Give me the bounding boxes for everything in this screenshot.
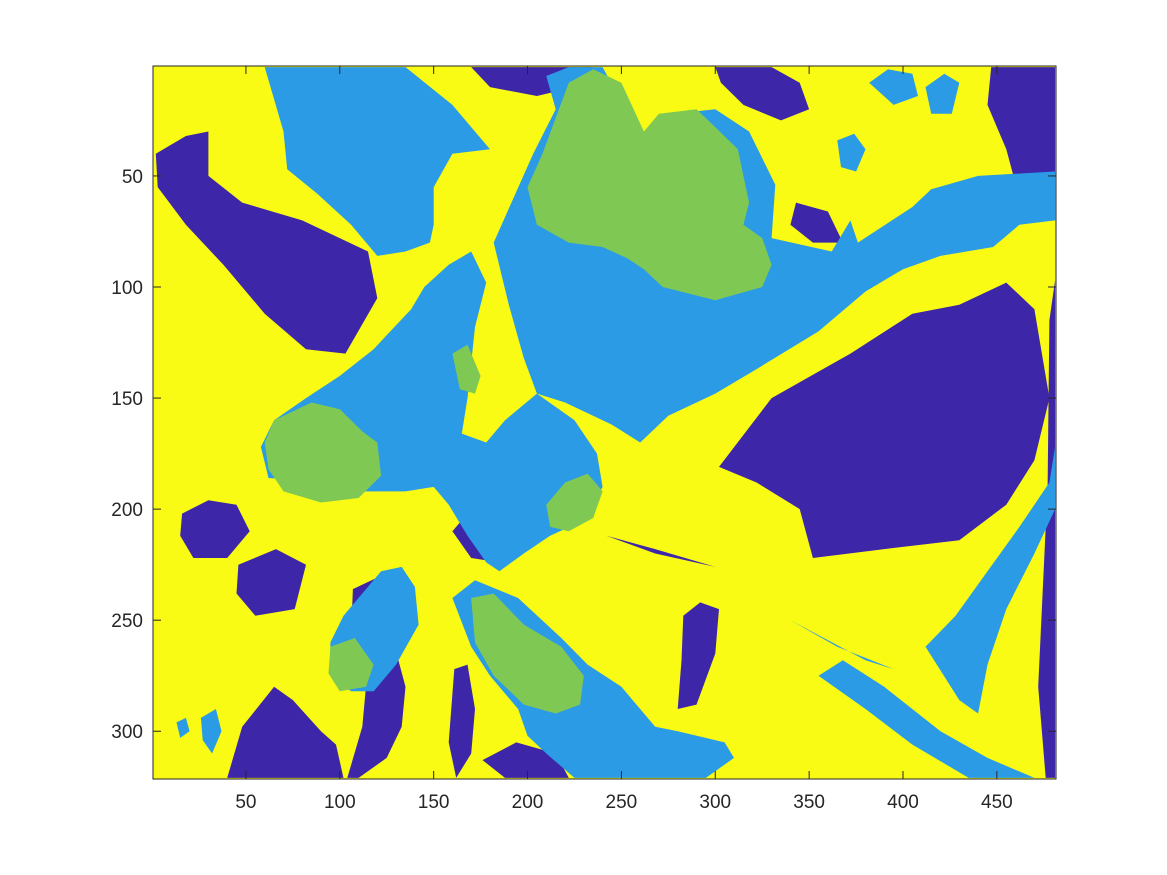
y-tick-label: 50 xyxy=(122,167,143,188)
cluster-3-region xyxy=(452,344,481,394)
x-tick-label: 350 xyxy=(793,792,825,813)
x-tick-label: 200 xyxy=(512,792,544,813)
y-tick-label: 250 xyxy=(111,611,143,632)
cluster-3-region xyxy=(546,473,603,532)
cluster-2-region xyxy=(925,73,960,114)
cluster-1-region xyxy=(227,686,344,778)
cluster-3-region xyxy=(471,593,584,714)
x-tick-label: 100 xyxy=(324,792,356,813)
cluster-1-region xyxy=(1038,280,1056,778)
cluster-2-region xyxy=(200,709,222,754)
x-tick-label: 400 xyxy=(887,792,919,813)
y-axis: 50 100 150 200 250 300 xyxy=(111,167,1056,743)
cluster-regions xyxy=(155,67,1056,778)
cluster-1-region xyxy=(180,500,250,558)
x-tick-label: 450 xyxy=(981,792,1013,813)
cluster-1-region xyxy=(719,282,1050,558)
x-tick-label: 300 xyxy=(699,792,731,813)
cluster-1-region xyxy=(448,664,475,778)
cluster-2-region xyxy=(264,67,490,256)
cluster-2-region xyxy=(925,446,1056,714)
cluster-2-region xyxy=(176,717,190,738)
cluster-1-region xyxy=(790,202,843,243)
cluster-2-region xyxy=(837,133,866,172)
y-tick-label: 200 xyxy=(111,500,143,521)
y-tick-label: 150 xyxy=(111,389,143,410)
cluster-3-region xyxy=(527,69,772,301)
cluster-1-region xyxy=(715,67,810,121)
cluster-2-region xyxy=(260,251,603,572)
x-tick-label: 50 xyxy=(235,792,256,813)
cluster-1-region xyxy=(347,638,406,778)
cluster-3-region xyxy=(264,402,382,503)
cluster-3-region xyxy=(328,638,374,692)
cluster-2-region xyxy=(869,69,918,105)
x-tick-label: 150 xyxy=(418,792,450,813)
cluster-1-region xyxy=(236,549,306,616)
cluster-2-region xyxy=(818,660,1035,778)
plot-frame xyxy=(152,65,1057,780)
y-tick-label: 300 xyxy=(111,722,143,743)
cluster-1-region xyxy=(155,131,378,354)
x-tick-label: 250 xyxy=(606,792,638,813)
x-axis: 50 100 150 200 250 300 350 400 450 xyxy=(235,66,1013,813)
y-tick-label: 100 xyxy=(111,278,143,299)
cluster-1-region xyxy=(677,602,719,709)
cluster-1-region xyxy=(606,535,716,567)
